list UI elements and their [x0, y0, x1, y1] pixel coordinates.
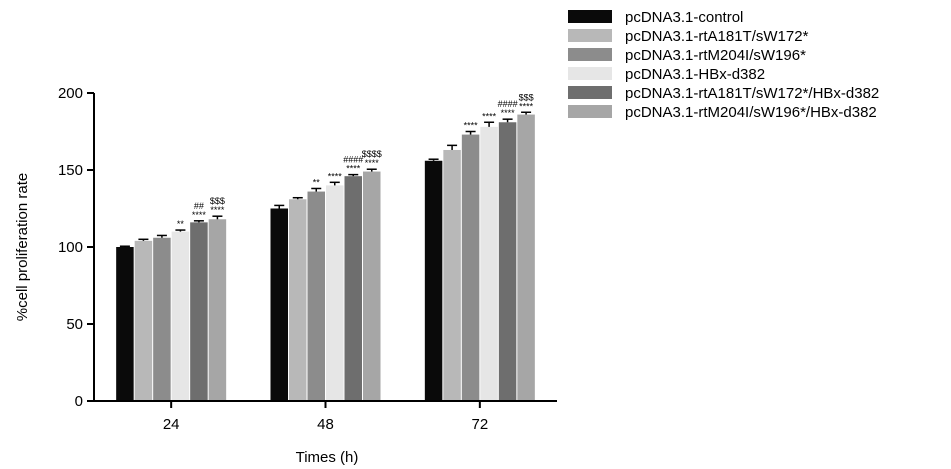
significance-label: ****	[365, 158, 380, 168]
bar	[307, 191, 325, 401]
significance-label: $$$	[210, 196, 225, 206]
x-tick-label: 24	[163, 416, 180, 433]
bar	[289, 199, 307, 401]
significance-label: ****	[346, 164, 361, 174]
y-tick-label: 100	[58, 239, 83, 256]
significance-label: $$$$	[362, 149, 382, 159]
significance-label: ****	[210, 205, 225, 215]
bar	[171, 231, 190, 401]
y-tick-label: 50	[66, 316, 83, 333]
bar	[443, 149, 461, 401]
y-axis-title: %cell proliferation rate	[14, 173, 31, 321]
significance-label: ****	[192, 210, 207, 220]
significance-label: ****	[501, 108, 516, 118]
bar	[190, 222, 208, 401]
legend-swatch	[568, 10, 612, 23]
legend-label: pcDNA3.1-rtM204I/sW196*/HBx-d382	[625, 104, 877, 121]
bar	[208, 219, 227, 401]
legend-swatch	[568, 86, 612, 99]
significance-label: ****	[328, 171, 343, 181]
legend: pcDNA3.1-control pcDNA3.1-rtA181T/sW172* p…	[568, 9, 879, 121]
legend-label: pcDNA3.1-control	[625, 9, 743, 26]
y-tick-label: 0	[75, 393, 83, 410]
bar	[326, 185, 344, 401]
legend-label: pcDNA3.1-rtA181T/sW172*	[625, 28, 809, 45]
bar	[270, 208, 288, 401]
x-axis-title: Times (h)	[296, 449, 359, 466]
bar	[517, 114, 535, 401]
significance-label: ****	[464, 121, 479, 131]
bar	[344, 176, 362, 401]
significance-label: ##	[194, 201, 204, 211]
significance-label: ####	[343, 155, 363, 165]
bar	[461, 134, 480, 401]
bar	[480, 126, 498, 401]
legend-swatch	[568, 105, 612, 118]
legend-label: pcDNA3.1-HBx-d382	[625, 66, 765, 83]
bar	[153, 237, 171, 401]
bar	[116, 247, 134, 401]
bar	[363, 171, 381, 401]
legend-swatch	[568, 48, 612, 61]
x-tick-label: 48	[317, 416, 334, 433]
legend-label: pcDNA3.1-rtA181T/sW172*/HBx-d382	[625, 85, 879, 102]
x-tick-label: 72	[471, 416, 488, 433]
y-tick-label: 200	[58, 85, 83, 102]
significance-label: ####	[498, 99, 518, 109]
legend-label: pcDNA3.1-rtM204I/sW196*	[625, 47, 806, 64]
bar	[498, 122, 517, 401]
bars-layer: **##****$$$**********####****$$$$*******…	[116, 92, 535, 401]
significance-label: **	[313, 177, 321, 187]
significance-label: **	[177, 219, 185, 229]
y-tick-label: 150	[58, 162, 83, 179]
legend-swatch	[568, 29, 612, 42]
legend-swatch	[568, 67, 612, 80]
significance-label: $$$	[519, 92, 534, 102]
significance-label: ****	[519, 101, 534, 111]
bar	[424, 160, 443, 401]
significance-label: ****	[482, 111, 497, 121]
bar	[134, 240, 153, 401]
ticks-layer: 0 50 100 150 200 24 48 72	[58, 85, 488, 433]
